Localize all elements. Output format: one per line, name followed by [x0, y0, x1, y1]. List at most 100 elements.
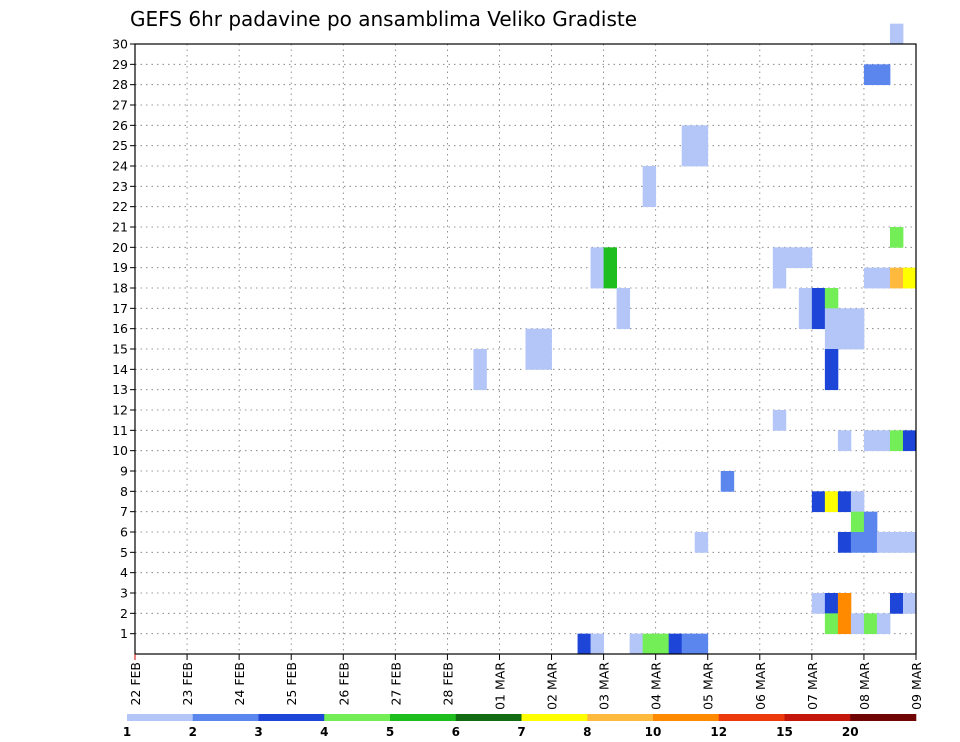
precip-cell — [772, 247, 787, 269]
precip-cell — [590, 247, 604, 269]
x-tick-label: 25 FEB — [284, 662, 299, 706]
x-tick-label: 01 MAR — [492, 662, 507, 710]
precip-cell — [577, 633, 591, 655]
precip-cell — [863, 532, 878, 553]
precip-cell — [824, 288, 839, 309]
precip-cell — [811, 593, 826, 614]
x-tick-label: 06 MAR — [753, 662, 768, 710]
precip-cell — [824, 328, 839, 350]
y-tick-label: 12 — [112, 403, 128, 418]
y-tick-label: 5 — [120, 545, 128, 560]
precip-cell — [772, 267, 787, 289]
y-tick-label: 16 — [112, 321, 128, 336]
x-tick-label: 04 MAR — [649, 662, 664, 710]
precip-cell — [824, 491, 839, 513]
precip-cell — [694, 125, 709, 147]
colorbar-swatch — [718, 714, 785, 721]
precip-cell — [850, 491, 865, 513]
colorbar-swatch — [127, 714, 194, 721]
precip-cell — [889, 23, 904, 45]
colorbar-label: 7 — [517, 725, 525, 739]
y-tick-label: 21 — [112, 220, 128, 235]
precip-cell — [616, 288, 631, 309]
precip-cell — [694, 633, 709, 655]
x-axis: 22 FEB 23 FEB 24 FEB 25 FEB 26 FEB 27 FEB 28 F… — [128, 654, 924, 710]
colorbar-swatch — [850, 714, 917, 721]
y-axis: 1234567891011121314151617181920212223242… — [112, 37, 135, 641]
precip-cell — [863, 267, 878, 289]
colorbar-swatch — [653, 714, 720, 721]
precip-cell — [876, 267, 891, 289]
precip-cell — [863, 613, 878, 635]
precip-cell — [824, 308, 839, 330]
precip-cell — [876, 64, 891, 86]
precip-cell — [863, 430, 878, 452]
precip-cell — [642, 633, 657, 655]
y-tick-label: 4 — [120, 565, 128, 580]
y-tick-label: 13 — [112, 382, 128, 397]
precip-cell — [850, 532, 865, 553]
colorbar: 1 2 3 4 5 6 7 8 10 12 15 20 — [123, 714, 917, 739]
precip-cell — [811, 491, 826, 513]
precip-cell — [824, 593, 839, 614]
precip-cell — [694, 145, 709, 167]
precip-cell — [798, 247, 813, 269]
precip-cell — [629, 633, 644, 655]
precip-cell — [525, 349, 539, 370]
colorbar-swatch — [455, 714, 522, 721]
precip-cell — [889, 532, 904, 553]
y-tick-label: 10 — [112, 443, 128, 458]
y-tick-label: 18 — [112, 281, 128, 296]
colorbar-swatch — [258, 714, 325, 721]
precip-cell — [889, 227, 904, 248]
y-tick-label: 24 — [112, 159, 128, 174]
y-tick-label: 6 — [120, 525, 128, 540]
colorbar-swatch — [390, 714, 457, 721]
y-tick-label: 26 — [112, 118, 128, 133]
precip-cell — [876, 613, 891, 635]
precip-cell — [863, 64, 878, 86]
precip-cell — [837, 613, 852, 635]
y-tick-label: 3 — [120, 586, 128, 601]
precip-cell — [876, 532, 891, 553]
colorbar-swatch — [587, 714, 654, 721]
y-tick-label: 22 — [112, 199, 128, 214]
precip-cell — [850, 328, 865, 350]
precip-cell — [655, 633, 670, 655]
colorbar-swatch — [521, 714, 588, 721]
y-tick-label: 1 — [120, 626, 128, 641]
precip-cell — [525, 328, 539, 350]
x-tick-label: 26 FEB — [336, 662, 351, 706]
precip-cell — [837, 532, 852, 553]
y-tick-label: 20 — [112, 240, 128, 255]
colorbar-label: 2 — [189, 725, 197, 739]
y-tick-label: 11 — [112, 423, 128, 438]
precip-cell — [837, 308, 852, 330]
colorbar-label: 4 — [320, 725, 328, 739]
precip-cell — [473, 369, 487, 391]
precip-cell — [837, 328, 852, 350]
precip-cell — [837, 491, 852, 513]
colorbar-label: 1 — [123, 725, 131, 739]
y-tick-label: 15 — [112, 342, 128, 357]
x-tick-label: 07 MAR — [805, 662, 820, 710]
chart-title: GEFS 6hr padavine po ansamblima Veliko G… — [130, 7, 637, 31]
x-tick-label: 28 FEB — [440, 662, 455, 706]
x-tick-label: 09 MAR — [909, 662, 924, 710]
y-tick-label: 17 — [112, 301, 128, 316]
y-tick-label: 29 — [112, 57, 128, 72]
y-tick-label: 28 — [112, 77, 128, 92]
x-tick-label: 03 MAR — [597, 662, 612, 710]
precip-cell — [902, 430, 917, 452]
precip-cell — [473, 349, 487, 370]
precip-cell — [642, 166, 657, 187]
colorbar-label: 12 — [710, 725, 727, 739]
y-tick-label: 2 — [120, 606, 128, 621]
colorbar-label: 3 — [254, 725, 262, 739]
x-tick-label: 23 FEB — [180, 662, 195, 706]
y-tick-label: 30 — [112, 37, 128, 52]
precip-cell — [902, 267, 917, 289]
colorbar-swatch — [784, 714, 851, 721]
precip-cell — [616, 308, 631, 330]
